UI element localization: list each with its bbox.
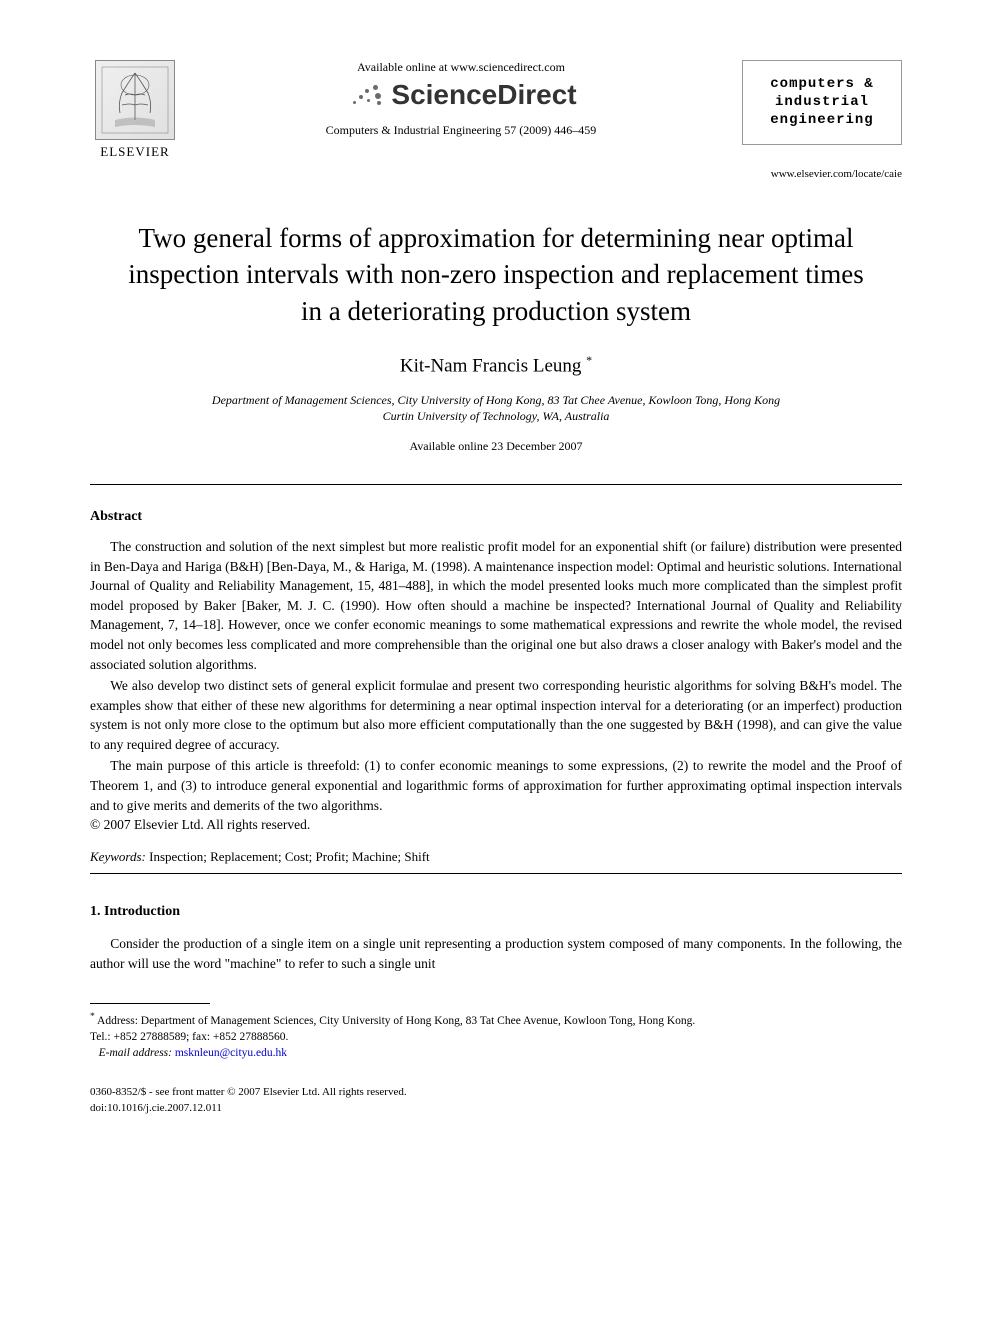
keywords-text: Inspection; Replacement; Cost; Profit; M… [149, 849, 430, 864]
affiliation-line: Department of Management Sciences, City … [90, 392, 902, 409]
abstract-body: The construction and solution of the nex… [90, 537, 902, 815]
footer-line: 0360-8352/$ - see front matter © 2007 El… [90, 1085, 902, 1100]
sciencedirect-logo: ScienceDirect [200, 79, 722, 111]
sciencedirect-text: ScienceDirect [391, 79, 576, 111]
footnote-telfax: Tel.: +852 27888589; fax: +852 27888560. [90, 1029, 902, 1045]
footnote-divider [90, 1003, 210, 1004]
intro-body: Consider the production of a single item… [90, 934, 902, 973]
author-name: Kit-Nam Francis Leung [400, 356, 582, 377]
body-paragraph: Consider the production of a single item… [90, 934, 902, 973]
publisher-label: ELSEVIER [100, 144, 169, 160]
copyright-line: © 2007 Elsevier Ltd. All rights reserved… [90, 817, 902, 833]
abstract-paragraph: We also develop two distinct sets of gen… [90, 676, 902, 754]
abstract-paragraph: The construction and solution of the nex… [90, 537, 902, 674]
section-heading: 1. Introduction [90, 904, 902, 920]
publisher-logo-block: ELSEVIER [90, 60, 180, 160]
abstract-heading: Abstract [90, 509, 902, 525]
affiliation-line: Curtin University of Technology, WA, Aus… [90, 408, 902, 425]
footnote-address: * Address: Department of Management Scie… [90, 1010, 902, 1029]
header-center: Available online at www.sciencedirect.co… [180, 60, 742, 138]
keywords-line: Keywords: Inspection; Replacement; Cost;… [90, 849, 902, 865]
footnote-marker: * [90, 1011, 95, 1022]
elsevier-tree-icon [95, 60, 175, 140]
email-label: E-mail address: [99, 1047, 172, 1059]
journal-box-line: computers & [753, 75, 891, 93]
sciencedirect-dots-icon [345, 83, 385, 107]
email-link[interactable]: msknleun@cityu.edu.hk [175, 1047, 287, 1059]
author-line: Kit-Nam Francis Leung * [90, 353, 902, 377]
journal-box-line: industrial [753, 93, 891, 111]
keywords-label: Keywords: [90, 849, 146, 864]
footnote-email-line: E-mail address: msknleun@cityu.edu.hk [90, 1045, 902, 1061]
page-footer: 0360-8352/$ - see front matter © 2007 El… [90, 1085, 902, 1116]
journal-reference: Computers & Industrial Engineering 57 (2… [200, 123, 722, 138]
available-date: Available online 23 December 2007 [90, 439, 902, 454]
article-title: Two general forms of approximation for d… [120, 220, 872, 329]
journal-url[interactable]: www.elsevier.com/locate/caie [90, 168, 902, 180]
abstract-paragraph: The main purpose of this article is thre… [90, 756, 902, 815]
affiliation-block: Department of Management Sciences, City … [90, 392, 902, 426]
author-marker: * [586, 353, 592, 367]
journal-box-line: engineering [753, 111, 891, 129]
journal-title-box: computers & industrial engineering [742, 60, 902, 145]
available-online-text: Available online at www.sciencedirect.co… [200, 60, 722, 75]
journal-box-wrapper: computers & industrial engineering [742, 60, 902, 145]
page-header: ELSEVIER Available online at www.science… [90, 60, 902, 160]
footnote-address-text: Address: Department of Management Scienc… [97, 1015, 695, 1027]
footnote-block: * Address: Department of Management Scie… [90, 1010, 902, 1061]
divider [90, 873, 902, 874]
footer-line: doi:10.1016/j.cie.2007.12.011 [90, 1101, 902, 1116]
divider [90, 484, 902, 485]
